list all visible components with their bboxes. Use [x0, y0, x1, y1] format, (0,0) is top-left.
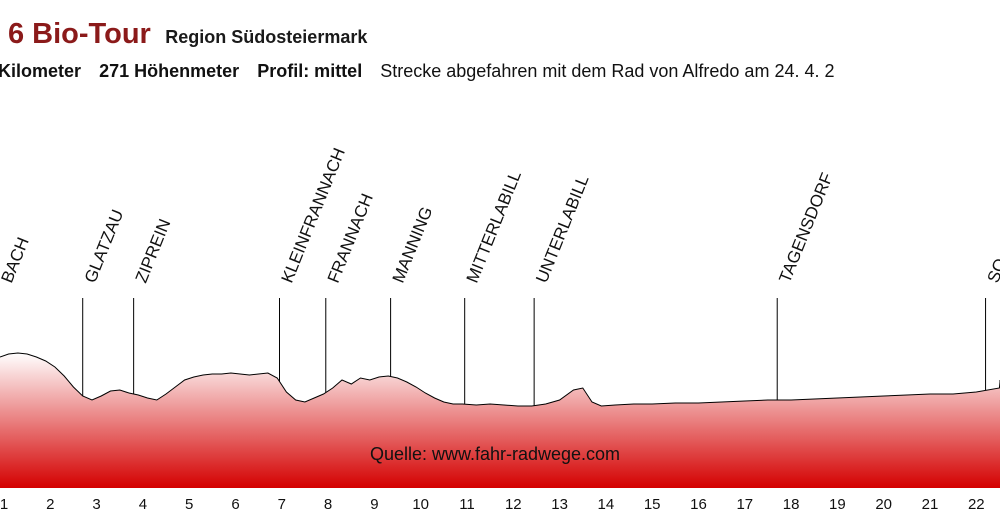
- x-tick-label: 1: [0, 496, 8, 513]
- x-tick-label: 15: [644, 496, 661, 513]
- elevation-value: 271: [99, 61, 130, 81]
- x-tick-label: 2: [46, 496, 54, 513]
- x-tick-label: 6: [231, 496, 239, 513]
- x-tick-label: 16: [690, 496, 707, 513]
- elevation-label: Höhenmeter: [134, 61, 240, 81]
- profile-area-layer: [0, 352, 1000, 488]
- x-tick-label: 11: [459, 496, 475, 513]
- x-tick-label: 7: [278, 496, 286, 513]
- x-tick-label: 22: [968, 496, 985, 513]
- x-tick-label: 9: [370, 496, 378, 513]
- place-label: TAGENSDORF: [775, 170, 836, 285]
- place-label: UNTERLABILL: [532, 172, 592, 285]
- x-tick-label: 18: [783, 496, 800, 513]
- x-tick-label: 5: [185, 496, 193, 513]
- route-note: Strecke abgefahren mit dem Rad von Alfre…: [380, 61, 835, 81]
- x-tick-label: 3: [92, 496, 100, 513]
- x-tick-label: 10: [412, 496, 429, 513]
- profile-line: [0, 352, 1000, 407]
- profile-area: [0, 353, 1000, 488]
- x-tick-label: 21: [922, 496, 939, 513]
- place-label: SO: [984, 256, 1000, 286]
- region-label: Region Südosteiermark: [165, 27, 368, 47]
- place-label: FRANNACH: [324, 191, 377, 286]
- place-label: BACH: [0, 235, 33, 286]
- distance-label: Kilometer: [0, 61, 82, 81]
- title-line: 6 Bio-Tour Region Südosteiermark: [0, 18, 367, 51]
- place-label: ZIPREIN: [132, 216, 175, 285]
- source-label: Quelle: www.fahr-radwege.com: [370, 444, 620, 464]
- page-title: 6 Bio-Tour: [8, 18, 151, 50]
- stats-line: Kilometer 271 Höhenmeter Profil: mittel …: [0, 61, 835, 82]
- x-tick-label: 17: [736, 496, 753, 513]
- place-label: MITTERLABILL: [463, 168, 525, 285]
- place-label: MANNING: [389, 204, 437, 286]
- x-tick-label: 12: [505, 496, 522, 513]
- x-tick-label: 20: [875, 496, 892, 513]
- x-tick-label: 14: [598, 496, 615, 513]
- profile-label: Profil: mittel: [257, 61, 363, 81]
- x-tick-label: 13: [551, 496, 568, 513]
- x-axis-ticks: 1 2 3 4 5 6 7 8 9 10 11 12 13 14 15 16 17 18 19 20 21 22: [0, 496, 985, 513]
- x-tick-label: 19: [829, 496, 846, 513]
- x-tick-label: 4: [139, 496, 147, 513]
- place-label: GLATZAU: [81, 207, 128, 286]
- x-tick-label: 8: [324, 496, 332, 513]
